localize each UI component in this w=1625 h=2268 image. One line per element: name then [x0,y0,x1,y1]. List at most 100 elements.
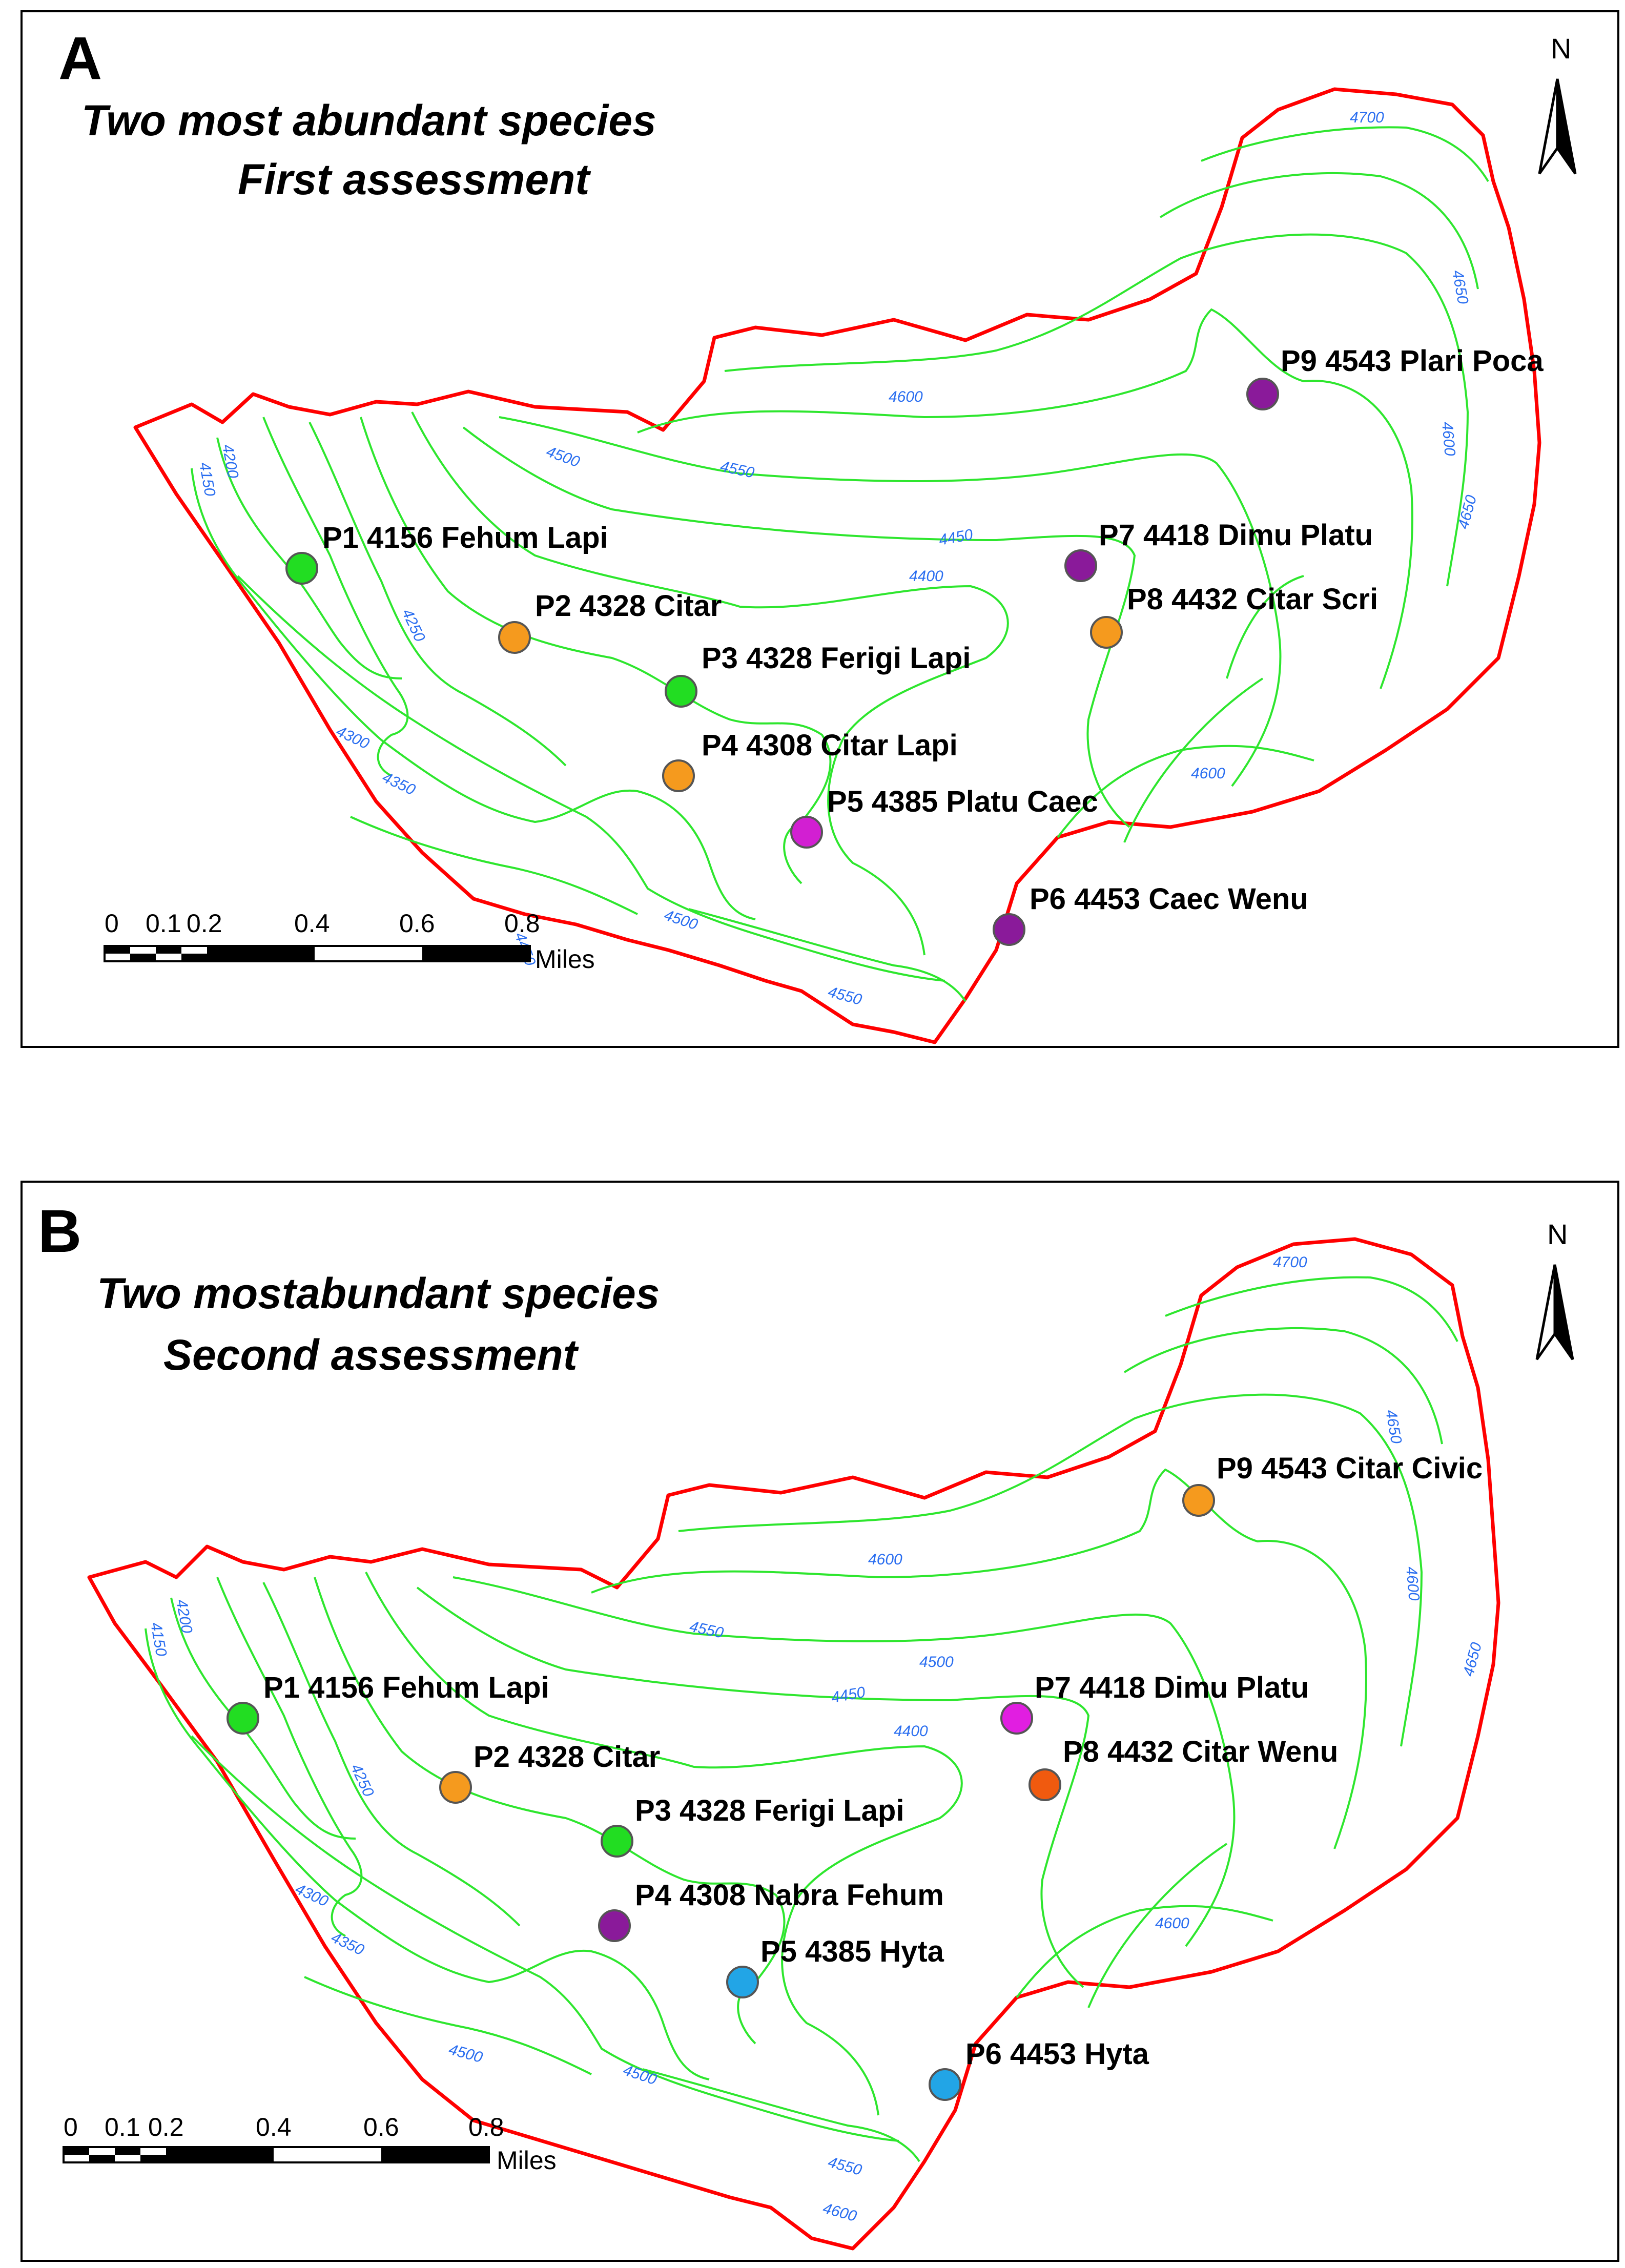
contour-labels: 4700 4650 4600 4650 4600 4550 4500 4450 … [196,109,1480,1008]
point-label: P3 4328 Ferigi Lapi [635,1794,904,1827]
sample-point-p8[interactable]: P8 4432 Citar Wenu [1029,1735,1338,1801]
contour-label: 4600 [889,388,923,405]
sample-point-p7[interactable]: P7 4418 Dimu Platu [1064,519,1373,582]
sample-point-p1[interactable]: P1 4156 Fehum Lapi [285,521,608,585]
scale-unit: Miles [497,2146,557,2175]
point-marker[interactable] [790,816,823,849]
point-label: P8 4432 Citar Scri [1127,583,1378,616]
scale-tick-label: 0.1 [146,909,181,938]
point-marker[interactable] [498,621,531,654]
point-label: P1 4156 Fehum Lapi [322,521,608,554]
point-marker[interactable] [993,913,1025,946]
scale-tick-label: 0.4 [256,2113,292,2141]
scale-unit: Miles [535,945,595,974]
point-marker[interactable] [929,2068,961,2101]
point-label: P5 4385 Platu Caec [827,785,1098,818]
watershed-boundary [133,87,1541,1044]
contour-label: 4700 [1273,1254,1307,1271]
contour-label: 4150 [196,461,218,498]
point-label: P6 4453 Caec Wenu [1030,882,1308,916]
contour-label: 4650 [1460,1641,1485,1678]
map-title-line-1: Two mostabundant species [97,1269,660,1317]
point-marker[interactable] [665,675,697,708]
contour-label: 4650 [1382,1408,1405,1445]
contour-label: 4600 [868,1551,902,1568]
scale-tick-label: 0.2 [148,2113,184,2141]
point-label: P4 4308 Citar Lapi [702,729,958,762]
contour-label: 4550 [688,1618,725,1642]
point-marker[interactable] [439,1771,472,1804]
point-marker[interactable] [1029,1768,1061,1801]
sample-point-p3[interactable]: P3 4328 Ferigi Lapi [601,1794,904,1858]
point-label: P8 4432 Citar Wenu [1063,1735,1338,1768]
sampling-points: P1 4156 Fehum Lapi P2 4328 Citar P3 4328… [227,1452,1483,2101]
sampling-points: P1 4156 Fehum Lapi P2 4328 Citar P3 4328… [285,344,1544,946]
point-marker[interactable] [227,1702,259,1735]
contour-label: 4600 [1155,1915,1189,1932]
point-marker[interactable] [1182,1484,1215,1517]
contour-label: 4500 [544,443,582,471]
panel-letter: A [58,25,102,92]
sample-point-p2[interactable]: P2 4328 Citar [498,589,722,654]
sample-point-p7[interactable]: P7 4418 Dimu Platu [1000,1671,1309,1735]
sample-point-p6[interactable]: P6 4453 Caec Wenu [993,882,1308,946]
sample-point-p3[interactable]: P3 4328 Ferigi Lapi [665,642,971,708]
contour-label: 4550 [826,2154,863,2179]
scale-bar: 0 0.1 0.2 0.4 0.6 0.8 Miles [63,2113,557,2175]
map-panel-b: B Two mostabundant species Second assess… [20,1181,1619,2262]
sample-point-p6[interactable]: P6 4453 Hyta [929,2037,1149,2101]
sample-point-p4[interactable]: P4 4308 Citar Lapi [662,729,958,792]
scale-tick-label: 0 [64,2113,78,2141]
contour-label: 4200 [173,1598,195,1635]
watershed-boundary [87,1237,1500,2251]
point-label: P9 4543 Plari Poca [1281,344,1544,378]
point-marker[interactable] [662,759,695,792]
sample-point-p5[interactable]: P5 4385 Hyta [726,1935,944,1998]
contour-label: 4600 [821,2200,858,2225]
sample-point-p9[interactable]: P9 4543 Citar Civic [1182,1452,1483,1517]
sample-point-p8[interactable]: P8 4432 Citar Scri [1090,583,1378,649]
contour-label: 4600 [1403,1566,1423,1602]
scale-bar: 0 0.1 0.2 0.4 0.6 0.8 Miles [104,909,595,974]
contour-label: 4250 [399,606,428,645]
point-marker[interactable] [1246,378,1279,410]
map-panel-a: A Two most abundant species First assess… [20,10,1619,1048]
point-label: P3 4328 Ferigi Lapi [702,642,971,675]
map-title-line-2: First assessment [238,155,591,203]
contour-label: 4400 [894,1723,928,1740]
point-label: P2 4328 Citar [474,1740,660,1774]
point-label: P4 4308 Nabra Fehum [635,1879,944,1912]
scale-tick-label: 0.1 [105,2113,140,2141]
contour-label: 4200 [219,443,241,480]
sample-point-p4[interactable]: P4 4308 Nabra Fehum [598,1879,944,1942]
map-title-line-1: Two most abundant species [81,96,656,145]
point-label: P1 4156 Fehum Lapi [263,1671,549,1704]
contour-lines [191,126,1489,1002]
contour-label: 4650 [1455,493,1480,531]
map-canvas-b: B Two mostabundant species Second assess… [38,1198,1574,2251]
contour-label: 4600 [1438,421,1458,457]
sample-point-p5[interactable]: P5 4385 Platu Caec [790,785,1098,849]
point-marker[interactable] [598,1909,631,1942]
contour-label: 4350 [380,769,418,798]
contour-label: 4350 [328,1929,367,1958]
scale-tick-label: 0.6 [399,909,435,938]
contour-label: 4550 [719,458,756,482]
sample-point-p2[interactable]: P2 4328 Citar [439,1740,660,1804]
scale-tick-label: 0.6 [363,2113,399,2141]
point-marker[interactable] [1064,549,1097,582]
point-marker[interactable] [1000,1702,1033,1735]
map-title-line-2: Second assessment [163,1331,579,1379]
sample-point-p1[interactable]: P1 4156 Fehum Lapi [227,1671,549,1735]
point-marker[interactable] [1090,616,1123,649]
contour-label: 4450 [937,526,974,549]
point-marker[interactable] [601,1825,633,1858]
point-marker[interactable] [726,1966,759,1998]
sample-point-p9[interactable]: P9 4543 Plari Poca [1246,344,1544,410]
contour-label: 4550 [826,983,863,1008]
point-label: P5 4385 Hyta [760,1935,944,1968]
svg-text:N: N [1547,1218,1568,1250]
point-label: P6 4453 Hyta [965,2037,1149,2071]
contour-label: 4500 [919,1654,954,1671]
point-marker[interactable] [285,552,318,585]
